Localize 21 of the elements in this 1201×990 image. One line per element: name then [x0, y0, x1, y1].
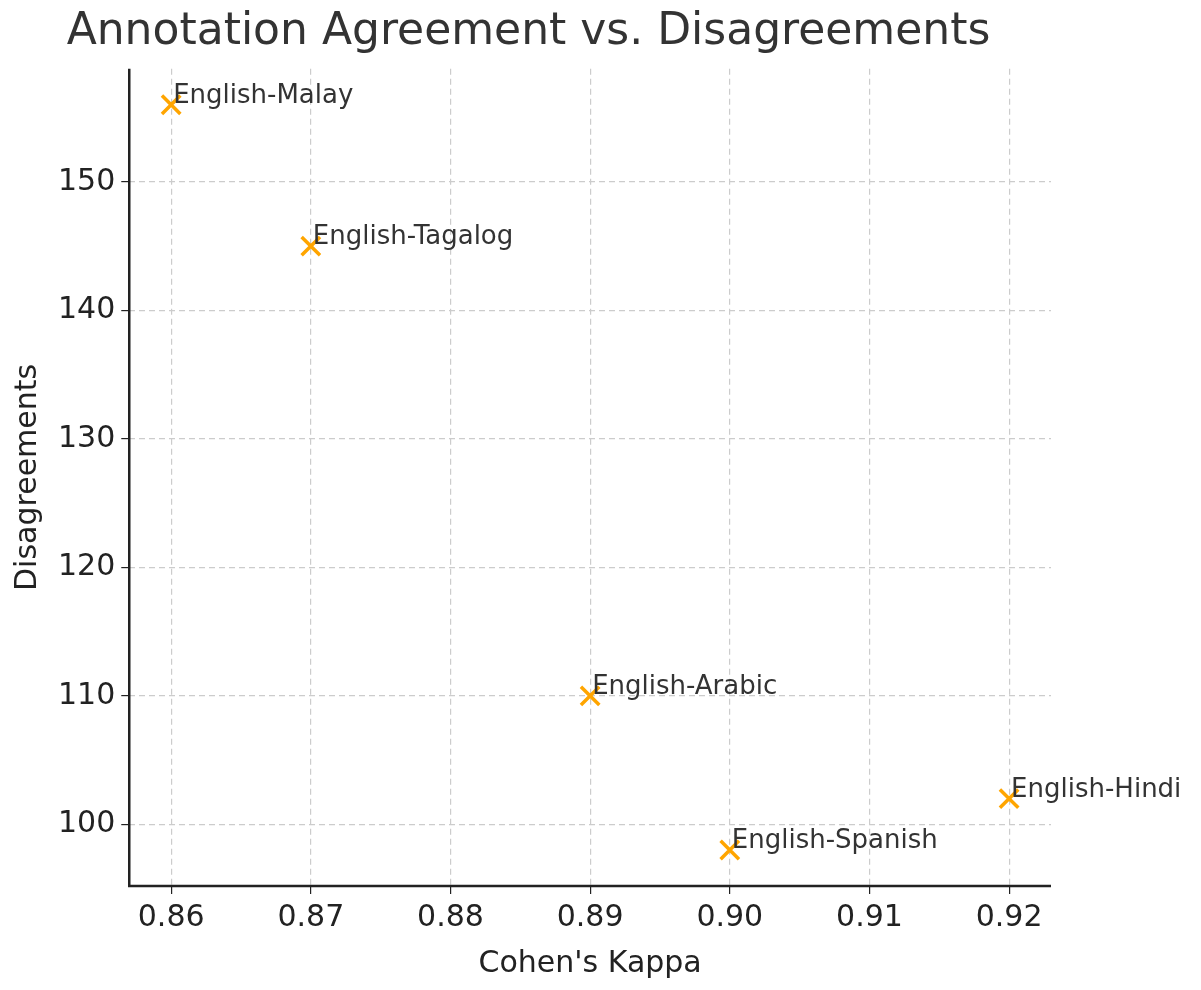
x-axis-title: Cohen's Kappa — [478, 943, 702, 979]
annotation: English-Hindi — [1011, 772, 1182, 803]
y-tick-label: 120 — [58, 547, 116, 583]
y-tick-label: 150 — [58, 161, 116, 197]
annotation: English-Arabic — [592, 669, 778, 700]
x-tick-label: 0.90 — [696, 897, 764, 933]
y-tick-label: 140 — [58, 290, 116, 326]
x-tick-label: 0.91 — [836, 897, 903, 933]
y-tick-label: 110 — [58, 675, 116, 711]
annotation: English-Tagalog — [312, 220, 514, 251]
x-tick-label: 0.87 — [277, 897, 345, 933]
x-tick-label: 0.88 — [417, 897, 484, 933]
x-tick-label: 0.89 — [556, 897, 624, 933]
annotation: English-Malay — [173, 78, 354, 109]
x-tick-label: 0.86 — [137, 897, 205, 933]
y-tick-label: 100 — [58, 804, 116, 840]
y-tick-label: 130 — [58, 418, 116, 454]
annotation: English-Spanish — [731, 824, 938, 855]
chart-title: Annotation Agreement vs. Disagreements — [66, 2, 991, 54]
y-axis-title: Disagreements — [7, 363, 43, 591]
x-tick-label: 0.92 — [975, 897, 1043, 933]
